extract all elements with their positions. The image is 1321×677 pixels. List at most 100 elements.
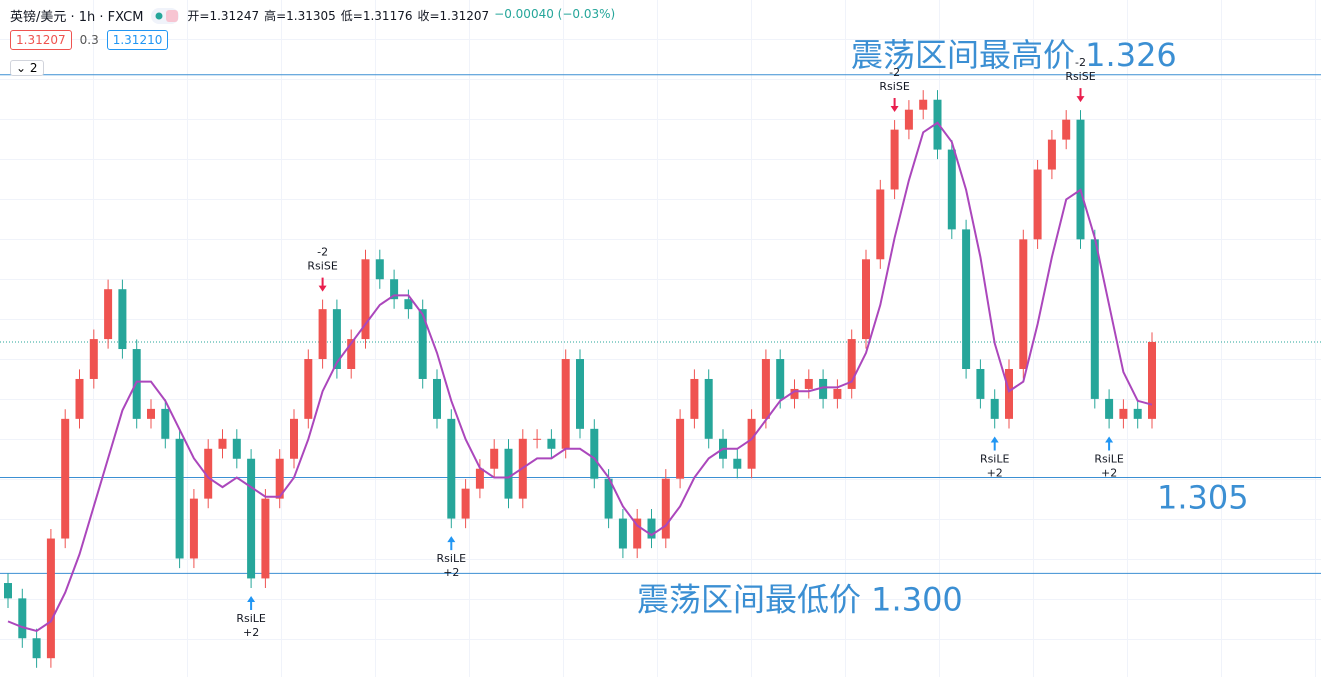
candle-body (218, 438, 227, 449)
candle-body (1047, 139, 1056, 170)
candle-body (4, 583, 12, 599)
sell-price[interactable]: 1.31207 (10, 30, 72, 50)
candle-body (904, 109, 913, 130)
candle-body (1105, 398, 1114, 419)
candle-body (347, 339, 356, 369)
signal-name: RsiLE (1094, 452, 1124, 465)
quote-boxes: 1.31207 0.3 1.31210 (10, 30, 169, 50)
candle-body (261, 498, 270, 579)
candle-body (833, 388, 842, 399)
signal-name: RsiSE (1065, 70, 1095, 83)
candle-body (75, 378, 84, 419)
buy-price[interactable]: 1.31210 (106, 30, 169, 50)
candle-body (618, 518, 627, 549)
candle-body (704, 378, 713, 439)
candle-body (1076, 119, 1085, 240)
candle-body (304, 359, 313, 419)
candle-body (318, 309, 327, 360)
candle-body (990, 398, 999, 419)
candle-body (761, 359, 770, 419)
signal-name: RsiLE (980, 452, 1010, 465)
moving-average (7, 121, 1153, 633)
candle-body (89, 339, 98, 379)
candle-body (776, 359, 785, 399)
candle-body (132, 349, 141, 419)
candle-body (1005, 368, 1013, 419)
signal-qty: +2 (1101, 466, 1117, 479)
candle-body (561, 359, 570, 449)
header: 英镑/美元 · 1h · FXCM 开=1.31247 高=1.31305 低=… (10, 6, 615, 25)
annotation: 震荡区间最高价 1.326 (851, 36, 1177, 74)
spread: 0.3 (79, 33, 99, 47)
signal-qty: -2 (1075, 56, 1086, 69)
signal-name: RsiLE (236, 612, 266, 625)
candle-body (1148, 341, 1156, 419)
candle-body (690, 378, 699, 419)
candle-body (747, 418, 756, 469)
candle-body (947, 149, 956, 230)
candle-body (275, 458, 284, 499)
candle-body (332, 309, 341, 369)
candle-body (447, 418, 456, 519)
candle-body (175, 438, 184, 559)
symbol-title[interactable]: 英镑/美元 · 1h · FXCM (10, 10, 144, 25)
ohlc-legend: 开=1.31247 高=1.31305 低=1.31176 收=1.31207 … (187, 7, 615, 24)
candle-body (1133, 408, 1142, 419)
candle-body (862, 259, 870, 340)
candle-body (590, 428, 599, 479)
candle-body (933, 99, 942, 150)
short-arrow (318, 277, 327, 292)
candle-body (404, 299, 413, 310)
long-arrow (1105, 436, 1114, 451)
candle-body (18, 598, 27, 639)
candle-body (161, 408, 170, 439)
signal-name: RsiSE (879, 80, 909, 93)
open-value: 开=1.31247 (187, 9, 260, 23)
candle-body (104, 289, 113, 340)
high-value: 高=1.31305 (264, 9, 336, 23)
candle-body (819, 378, 828, 399)
signal-qty: +2 (243, 626, 259, 639)
candle-body (890, 129, 899, 190)
candle-body (490, 448, 499, 469)
candle-body (1090, 239, 1099, 399)
candle-body (676, 418, 685, 479)
long-arrow (990, 436, 999, 451)
signal-qty: -2 (317, 246, 328, 259)
candle-body (204, 448, 213, 499)
signal-qty: +2 (443, 566, 459, 579)
candle-body (461, 488, 470, 519)
candle-body (661, 478, 670, 539)
candle-body (1033, 169, 1042, 240)
indicator-toggle[interactable]: ⌄ 2 (10, 60, 44, 76)
candle-body (633, 518, 642, 549)
candle-body (533, 438, 542, 440)
candle-body (804, 378, 813, 389)
status-icons (151, 7, 180, 24)
candle-body (118, 289, 127, 350)
candle-body (919, 99, 928, 110)
candle-body (418, 309, 427, 379)
candle-body (876, 189, 885, 260)
signal-name: RsiLE (437, 552, 467, 565)
candle-body (847, 339, 856, 389)
candle-body (61, 418, 70, 539)
signal-name: RsiSE (307, 260, 337, 273)
candle-body (232, 438, 241, 459)
candle-body (733, 458, 742, 469)
candle-body (604, 478, 613, 519)
candle-body (361, 259, 370, 340)
long-arrow (247, 596, 256, 611)
candle-body (1062, 119, 1071, 140)
candle-body (433, 378, 441, 419)
short-arrow (1076, 88, 1085, 103)
candle-body (504, 448, 513, 499)
candle-body (46, 538, 55, 659)
candle-body (547, 438, 556, 449)
low-value: 低=1.31176 (340, 9, 413, 23)
candle-body (1019, 239, 1028, 369)
candle-body (147, 408, 155, 419)
candle-body (962, 229, 971, 369)
